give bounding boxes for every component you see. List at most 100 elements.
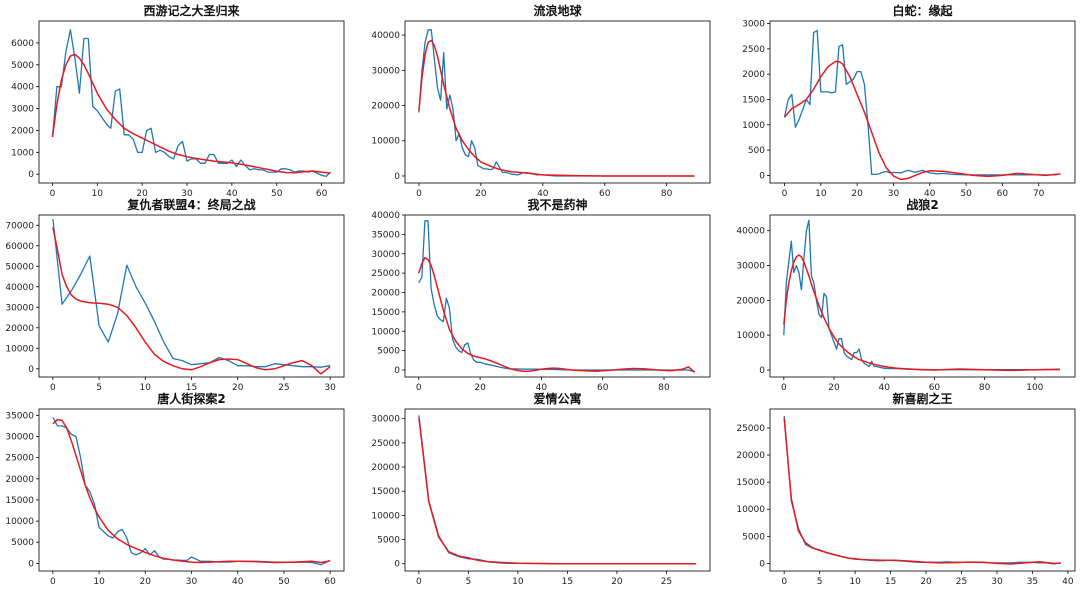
y-tick-label: 2000: [11, 126, 34, 136]
series-line-smooth: [783, 254, 1060, 372]
series-line-raw: [783, 415, 1061, 565]
plot-frame: [769, 20, 1076, 184]
y-tick-label: 30000: [371, 415, 400, 425]
y-tick-label: 40000: [5, 283, 34, 293]
series-line-smooth: [418, 417, 697, 565]
y-tick-label: 40000: [736, 227, 765, 237]
series-line-raw: [418, 415, 697, 565]
x-tick-label: 25: [278, 383, 289, 393]
x-tick-label: 60: [316, 189, 328, 199]
y-tick-label: 2500: [742, 45, 765, 55]
plot-frame: [404, 20, 711, 184]
x-tick-label: 5: [817, 577, 823, 587]
x-tick-label: 5: [96, 383, 102, 393]
x-tick-label: 15: [186, 383, 197, 393]
x-tick-label: 60: [997, 189, 1009, 199]
y-tick-label: 30000: [736, 262, 765, 272]
x-tick-label: 40: [924, 189, 936, 199]
x-tick-label: 0: [416, 577, 422, 587]
x-tick-label: 30: [186, 577, 198, 587]
y-tick-label: 30000: [371, 250, 400, 260]
x-tick-label: 20: [475, 189, 487, 199]
y-tick-label: 20000: [5, 475, 34, 485]
y-tick-label: 35000: [5, 411, 34, 421]
x-tick-label: 40: [226, 189, 238, 199]
y-tick-label: 20000: [5, 324, 34, 334]
y-tick-label: 30000: [371, 66, 400, 76]
series-line-raw: [52, 417, 331, 566]
subplot-1: 西游记之大圣归来 0 10 20 30 40 50 60 0 1000 2000 3000 4000 50…: [11, 3, 345, 199]
y-tick-label: 10000: [5, 344, 34, 354]
series-line-raw: [783, 29, 1057, 176]
x-tick-label: 30: [991, 577, 1003, 587]
chart-title: 唐人街探案2: [157, 391, 225, 406]
y-tick-label: 20000: [736, 296, 765, 306]
series-line-raw: [52, 219, 331, 368]
subplot-2: 流浪地球 0 20 40 60 80 0 10000 20000 30000 40000: [371, 3, 711, 199]
x-tick-label: 60: [324, 577, 336, 587]
y-tick-label: 15000: [736, 478, 765, 488]
series-line-smooth: [783, 60, 1061, 181]
x-tick-label: 40: [232, 577, 244, 587]
y-tick-label: 10000: [736, 505, 765, 515]
y-tick-label: 30000: [5, 432, 34, 442]
x-tick-label: 0: [50, 383, 56, 393]
x-tick-label: 0: [416, 383, 422, 393]
series-line-smooth: [418, 256, 696, 373]
x-tick-label: 80: [661, 189, 673, 199]
x-tick-label: 0: [50, 189, 56, 199]
series-line-raw: [418, 29, 695, 177]
y-tick-label: 1500: [742, 95, 765, 105]
x-tick-label: 20: [920, 577, 932, 587]
y-tick-label: 0: [394, 366, 400, 376]
y-tick-label: 35000: [371, 230, 400, 240]
x-tick-label: 30: [888, 189, 900, 199]
y-tick-label: 0: [759, 559, 765, 569]
y-tick-label: 0: [759, 366, 765, 376]
x-tick-label: 20: [851, 189, 863, 199]
x-tick-label: 10: [815, 189, 827, 199]
x-tick-label: 0: [782, 189, 788, 199]
series-line-smooth: [418, 39, 695, 177]
plot-frame: [38, 214, 345, 378]
y-tick-label: 5000: [11, 61, 34, 71]
x-tick-label: 35: [1027, 577, 1038, 587]
y-tick-label: 0: [28, 559, 34, 569]
y-tick-label: 20000: [371, 102, 400, 112]
chart-title: 爱情公寓: [533, 391, 581, 406]
y-tick-label: 0: [759, 171, 765, 181]
x-tick-label: 10: [92, 189, 104, 199]
y-tick-label: 5000: [742, 532, 765, 542]
subplot-7: 唐人街探案2 0 10 20 30 40 50 60 0 5000 10000 15000 20000 2…: [5, 391, 345, 587]
x-tick-label: 30: [181, 189, 193, 199]
y-tick-label: 0: [28, 365, 34, 375]
x-tick-label: 60: [929, 383, 941, 393]
chart-title: 白蛇：缘起: [892, 3, 953, 18]
y-tick-label: 20000: [371, 463, 400, 473]
x-tick-label: 20: [611, 577, 623, 587]
x-tick-label: 0: [781, 383, 787, 393]
y-tick-label: 10000: [5, 517, 34, 527]
y-tick-label: 10000: [736, 331, 765, 341]
y-tick-label: 0: [394, 560, 400, 570]
chart-title: 流浪地球: [533, 3, 582, 18]
y-tick-label: 1000: [11, 148, 34, 158]
series-line-smooth: [783, 418, 1061, 565]
series-line-raw: [51, 29, 331, 178]
plot-frame: [769, 408, 1076, 572]
y-tick-label: 15000: [5, 496, 34, 506]
x-tick-label: 60: [599, 189, 611, 199]
series-line-raw: [418, 220, 695, 373]
subplot-5: 我不是药神 0 20 40 60 80 0 5000 10000 15000 20000 25000 3…: [371, 197, 711, 393]
series-line-smooth: [51, 53, 331, 174]
y-tick-label: 0: [28, 170, 34, 180]
chart-title: 西游记之大圣归来: [143, 3, 240, 18]
x-tick-label: 80: [979, 383, 991, 393]
x-tick-label: 10: [512, 577, 524, 587]
y-tick-label: 5000: [377, 536, 400, 546]
x-tick-label: 40: [878, 383, 890, 393]
plot-frame: [404, 214, 711, 378]
y-tick-label: 3000: [742, 20, 765, 30]
subplot-8: 爱情公寓 0 5 10 15 20 25 0 5000 10000 15000 20000 25000 3…: [371, 391, 711, 587]
y-tick-label: 0: [394, 172, 400, 182]
